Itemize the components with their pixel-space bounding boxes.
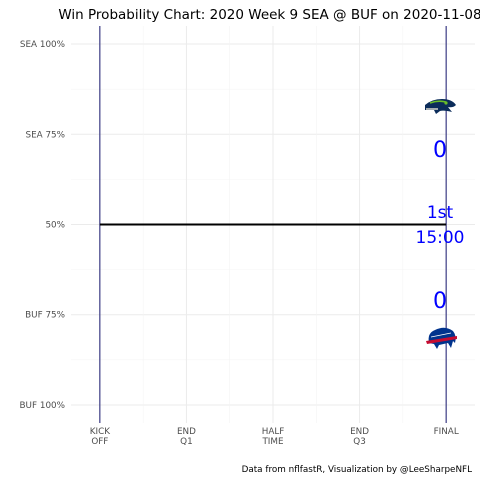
seahawks-logo — [425, 99, 456, 114]
chart-caption: Data from nflfastR, Visualization by @Le… — [242, 465, 473, 475]
x-tick-label: END Q3 — [350, 427, 369, 447]
y-tick-label: BUF 100% — [20, 401, 65, 411]
y-tick-label: BUF 75% — [25, 311, 65, 321]
quarter-label: 1st — [427, 203, 454, 223]
x-tick-label: KICK OFF — [90, 427, 111, 447]
x-axis-ticks: KICK OFF END Q1 HALF TIME END Q3 FINAL — [90, 427, 459, 447]
y-axis-ticks: SEA 100% SEA 75% 50% BUF 75% BUF 100% — [20, 40, 65, 411]
y-tick-label: SEA 100% — [20, 40, 65, 50]
x-tick-label: FINAL — [434, 427, 459, 437]
x-tick-label: HALF TIME — [261, 427, 284, 447]
y-tick-label: 50% — [45, 221, 65, 231]
away-score: 0 — [433, 138, 447, 163]
chart-title: Win Probability Chart: 2020 Week 9 SEA @… — [58, 7, 480, 23]
bills-logo — [426, 327, 457, 349]
y-tick-label: SEA 75% — [25, 130, 65, 140]
x-tick-label: END Q1 — [177, 427, 196, 447]
home-score: 0 — [433, 289, 447, 314]
game-clock: 15:00 — [416, 228, 465, 248]
